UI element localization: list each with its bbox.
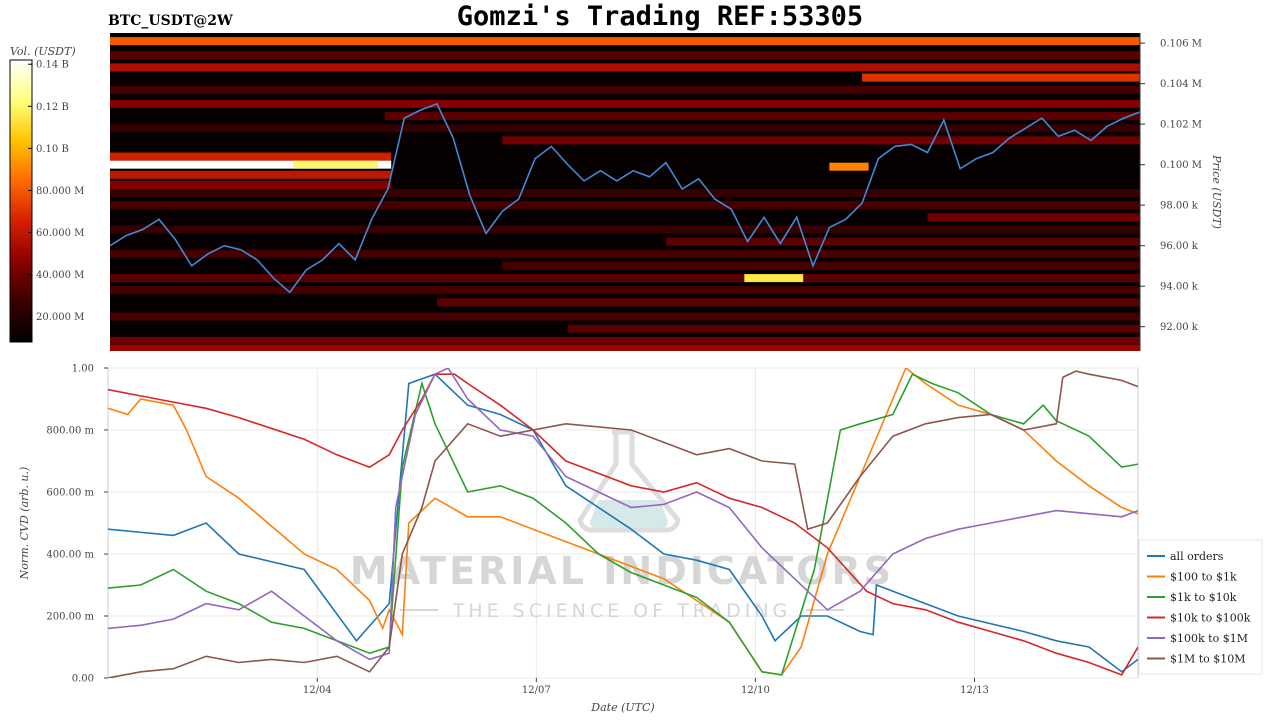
liquidity-band xyxy=(110,201,1140,210)
cvd-y-axis-label: Norm. CVD (arb. u.) xyxy=(18,467,31,581)
colorbar-tick-label: 0.12 B xyxy=(36,102,69,113)
cvd-y-tick-label: 0.00 xyxy=(72,674,94,685)
liquidity-band xyxy=(829,162,869,171)
liquidity-band xyxy=(502,136,1140,145)
cvd-y-tick-label: 200.00 m xyxy=(46,612,94,623)
colorbar-label: Vol. (USDT) xyxy=(10,45,76,58)
heatmap-bands xyxy=(110,37,1140,351)
cvd-y-tick-label: 800.00 m xyxy=(46,426,94,437)
liquidity-band xyxy=(744,274,804,283)
legend-entry-label: $100 to $1k xyxy=(1170,571,1237,584)
liquidity-band xyxy=(110,312,1140,321)
colorbar-tick-label: 60.000 M xyxy=(36,228,84,239)
chart-title: Gomzi's Trading REF:53305 xyxy=(457,1,863,32)
liquidity-band xyxy=(110,180,392,189)
colorbar-tick-label: 40.000 M xyxy=(36,270,84,281)
cvd-y-tick-label: 1.00 xyxy=(72,364,94,375)
liquidity-band xyxy=(927,213,1140,222)
price-tick-label: 98.00 k xyxy=(1160,201,1199,212)
cvd-x-axis-label: Date (UTC) xyxy=(590,701,654,714)
cvd-series-line xyxy=(108,373,1138,676)
cvd-y-tick-label: 600.00 m xyxy=(46,488,94,499)
flask-icon xyxy=(577,429,681,533)
liquidity-band xyxy=(436,298,1140,307)
cvd-series-line xyxy=(108,373,1138,676)
liquidity-band xyxy=(110,286,1140,295)
liquidity-band xyxy=(110,225,1140,234)
liquidity-band xyxy=(110,99,1140,108)
watermark-title: MATERIAL INDICATORS xyxy=(350,549,894,593)
liquidity-band xyxy=(110,189,1140,198)
liquidity-band xyxy=(110,344,1140,351)
liquidity-band xyxy=(110,63,1140,72)
liquidity-band xyxy=(567,324,1140,333)
liquidity-band xyxy=(110,124,1140,133)
legend-entry-label: $1M to $10M xyxy=(1170,653,1246,666)
flask-liquid-icon xyxy=(590,500,668,528)
liquidity-band xyxy=(110,249,1140,258)
liquidity-band xyxy=(502,261,1140,270)
legend-entry-label: all orders xyxy=(1170,550,1224,563)
colorbar-ticks: 0.14 B 0.12 B 0.10 B 80.000 M 60.000 M 40.000… xyxy=(28,60,84,323)
price-tick-label: 0.100 M xyxy=(1160,160,1202,171)
cvd-x-tick-label: 12/04 xyxy=(303,685,332,696)
pair-label: BTC_USDT@2W xyxy=(108,13,233,29)
liquidity-band xyxy=(110,336,1140,345)
colorbar-tick-label: 20.000 M xyxy=(36,312,84,323)
liquidity-band xyxy=(110,160,392,169)
liquidity-band xyxy=(110,274,1140,283)
cvd-series-line xyxy=(108,370,1138,678)
liquidity-band xyxy=(862,73,1140,82)
cvd-series-line xyxy=(108,373,1138,673)
cvd-x-tick-label: 12/10 xyxy=(741,685,770,696)
cvd-y-tick-label: 400.00 m xyxy=(46,550,94,561)
liquidity-band xyxy=(110,51,1140,60)
cvd-x-tick-label: 12/13 xyxy=(960,685,989,696)
liquidity-band xyxy=(110,152,392,161)
price-tick-label: 96.00 k xyxy=(1160,241,1199,252)
cvd-y-ticks: 0.00 200.00 m 400.00 m 600.00 m 800.00 m 1.00 xyxy=(46,364,108,685)
legend-items: all orders $100 to $1k $1k to $10k $10k to … xyxy=(1147,550,1251,666)
price-tick-label: 0.106 M xyxy=(1160,39,1202,50)
legend-box xyxy=(1138,539,1263,675)
price-tick-label: 0.102 M xyxy=(1160,120,1202,131)
liquidity-band xyxy=(110,170,392,179)
cvd-panel: MATERIAL INDICATORS THE SCIENCE OF TRADI… xyxy=(18,364,1139,714)
watermark-subtitle: THE SCIENCE OF TRADING xyxy=(452,600,792,622)
colorbar-tick-label: 0.14 B xyxy=(36,60,69,71)
cvd-series-line xyxy=(108,368,1138,661)
cvd-series-lines xyxy=(108,368,1138,678)
cvd-x-tick-label: 12/07 xyxy=(522,685,551,696)
liquidity-band xyxy=(384,112,1140,121)
legend-entry-label: $10k to $100k xyxy=(1170,612,1251,625)
price-tick-label: 0.104 M xyxy=(1160,79,1202,90)
colorbar-scale xyxy=(9,59,33,343)
liquidity-band xyxy=(110,37,1140,46)
cvd-x-ticks: 12/04 12/07 12/10 12/13 xyxy=(303,678,989,696)
colorbar: Vol. (USDT) 0.14 B 0.12 B 0.10 B 80.000 M 60… xyxy=(9,45,84,343)
price-tick-label: 94.00 k xyxy=(1160,282,1199,293)
price-axis-ticks: 0.106 M 0.104 M 0.102 M 0.100 M 98.00 k 96.00… xyxy=(1140,39,1202,333)
liquidity-band xyxy=(110,85,1140,94)
liquidity-band xyxy=(293,160,379,169)
price-axis-label: Price (USDT) xyxy=(1210,154,1223,229)
price-line xyxy=(110,102,1140,294)
price-tick-label: 92.00 k xyxy=(1160,322,1199,333)
colorbar-tick-label: 0.10 B xyxy=(36,144,69,155)
liquidity-band xyxy=(665,237,1140,246)
legend: all orders $100 to $1k $1k to $10k $10k to … xyxy=(1138,539,1263,675)
legend-entry-label: $100k to $1M xyxy=(1170,632,1248,645)
colorbar-tick-label: 80.000 M xyxy=(36,186,84,197)
legend-entry-label: $1k to $10k xyxy=(1170,591,1237,604)
heatmap-panel: 0.106 M 0.104 M 0.102 M 0.100 M 98.00 k 96.00… xyxy=(110,33,1223,351)
